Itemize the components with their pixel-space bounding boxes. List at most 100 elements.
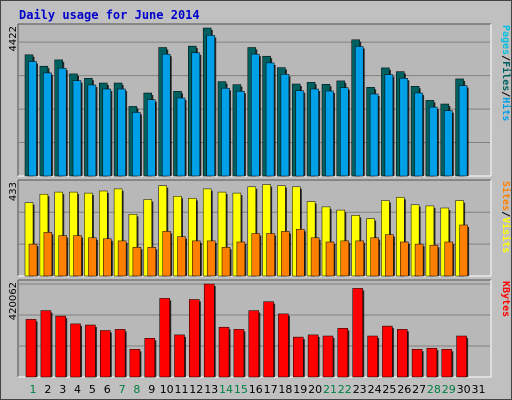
sites-bar-day-25 [385,234,394,277]
hits-bar-day-7 [117,88,126,177]
kbytes-bar-day-29 [441,349,453,378]
hits-bar-day-26 [399,78,409,177]
sites-bar-day-29 [444,241,454,277]
sites-bar-day-10 [162,231,171,277]
hits-bar-day-12 [191,52,201,177]
legend-entry: Visits [500,217,512,253]
hits-bar-day-27 [414,92,423,177]
legend-2: KBytes [500,281,511,317]
kbytes-bar-day-1 [25,319,37,378]
kbytes-bar-day-12 [189,299,200,378]
sites-bar-day-23 [355,240,364,277]
legend-entry: Files [500,61,512,91]
hits-bar-day-14 [221,88,230,177]
sites-bar-day-5 [88,237,97,277]
sites-bar-day-16 [251,233,261,277]
day-label-28: 28 [427,383,441,396]
hits-bar-day-1 [28,61,37,177]
hits-bar-day-29 [444,110,453,177]
y-max-label-2: 420062 [8,282,19,320]
day-label-13: 13 [204,383,218,396]
kbytes-bar-day-28 [426,347,438,378]
sites-bar-day-20 [310,237,320,277]
day-label-19: 19 [293,383,307,396]
day-label-12: 12 [189,383,203,396]
sites-bar-day-13 [206,240,216,277]
day-label-5: 5 [89,383,96,396]
day-label-4: 4 [74,383,81,396]
day-label-1: 1 [30,383,37,396]
kbytes-bar-day-19 [293,336,304,378]
day-label-31: 31 [472,383,486,396]
hits-bar-day-25 [384,74,394,177]
kbytes-bar-day-15 [233,329,245,378]
sites-bar-day-7 [117,240,127,277]
sites-bar-day-21 [325,241,335,277]
kbytes-bar-day-3 [55,315,66,378]
kbytes-bar-day-16 [248,310,260,378]
hits-bar-day-17 [265,62,275,177]
day-label-26: 26 [397,383,411,396]
sites-bar-day-27 [414,243,424,277]
hits-bar-day-9 [147,99,156,177]
sites-bar-day-22 [340,240,350,277]
day-label-21: 21 [323,383,337,396]
kbytes-bar-day-27 [411,349,423,378]
hits-bar-day-8 [132,112,141,177]
kbytes-bar-day-23 [352,288,363,378]
hits-bar-day-11 [176,97,186,177]
kbytes-bar-day-5 [85,324,96,378]
day-label-11: 11 [175,383,189,396]
day-label-18: 18 [278,383,292,396]
kbytes-bar-day-6 [100,330,111,378]
day-label-29: 29 [442,383,456,396]
kbytes-bar-day-14 [218,326,230,378]
hits-bar-day-23 [354,46,364,177]
sites-bar-day-14 [221,247,231,277]
hits-bar-day-2 [43,72,52,177]
kbytes-bar-day-4 [70,323,81,378]
hits-bar-day-13 [206,35,215,177]
sites-bar-day-4 [73,235,82,277]
hits-bar-day-28 [429,106,438,177]
y-axis-labels: 4422 433 420062 [8,26,19,320]
day-label-3: 3 [59,383,66,396]
hits-bar-day-15 [236,91,245,177]
day-label-23: 23 [353,383,367,396]
sites-bar-day-30 [459,224,468,277]
day-label-24: 24 [368,383,382,396]
kbytes-bar-day-22 [337,328,349,378]
day-label-9: 9 [148,383,155,396]
kbytes-bar-day-26 [397,329,408,378]
hits-bar-day-6 [102,88,112,177]
day-label-27: 27 [412,383,426,396]
legend-entry: / [500,91,511,97]
hits-bar-day-5 [87,84,97,177]
hits-bar-day-24 [369,93,379,177]
kbytes-bar-day-21 [322,335,334,378]
chart-marks [24,27,470,378]
kbytes-bar-day-13 [203,283,215,378]
sites-bar-day-3 [58,235,67,277]
kbytes-bar-day-7 [114,329,126,378]
kbytes-bar-day-8 [129,349,141,378]
day-labels: 1 2 3 4 5 6 7 8 9 10 11 12 13 14 15 16 17 18 19 20 21 22 23 24 2… [30,383,486,396]
kbytes-bar-day-20 [307,334,319,378]
day-label-16: 16 [249,383,263,396]
sites-bar-day-9 [147,247,157,277]
hits-bar-day-20 [310,88,319,177]
sites-bar-day-18 [281,231,290,277]
kbytes-bar-day-17 [263,301,274,378]
day-label-6: 6 [104,383,111,396]
sites-bar-day-17 [266,233,275,277]
sites-bar-day-19 [296,229,305,277]
hits-bar-day-10 [161,53,171,177]
y-max-label-1: 433 [8,182,19,201]
sites-bar-day-15 [236,241,246,277]
sites-bar-day-6 [103,238,112,277]
kbytes-bar-day-9 [144,338,156,378]
sites-bar-day-28 [429,244,439,277]
hits-bar-day-4 [72,80,82,177]
